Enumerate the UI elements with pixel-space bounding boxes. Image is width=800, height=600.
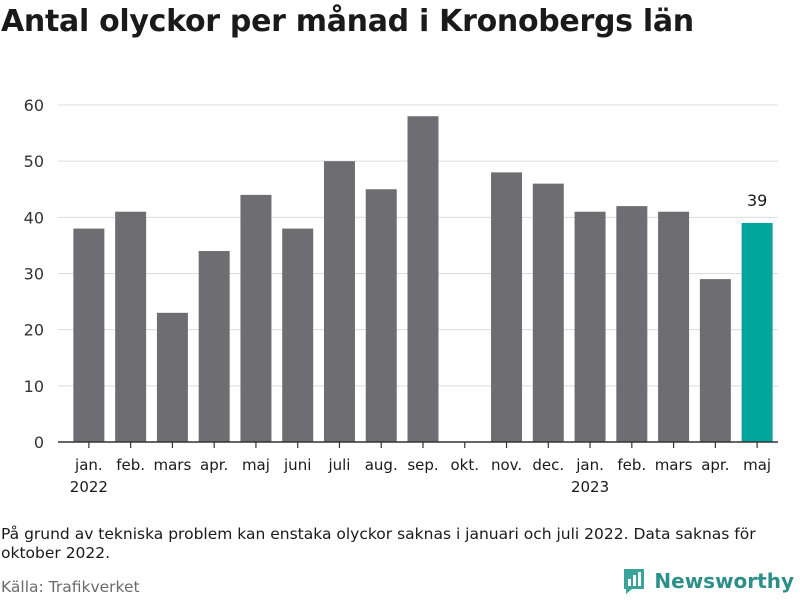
x-tick-label: feb.: [116, 456, 145, 474]
bar: [658, 211, 690, 442]
chart-logo-icon: [624, 569, 645, 594]
year-label: 2023: [571, 478, 609, 496]
y-tick-label: 0: [34, 433, 44, 452]
year-label: 2022: [70, 478, 108, 496]
y-tick-label: 20: [24, 321, 44, 340]
bar: [407, 116, 439, 442]
bar: [323, 161, 355, 442]
x-tick-label: okt.: [451, 456, 480, 474]
y-tick-label: 50: [24, 152, 44, 171]
y-tick-label: 40: [24, 208, 44, 227]
bar: [365, 189, 397, 442]
chart-title: Antal olyckor per månad i Kronobergs län: [1, 4, 694, 39]
x-tick-label: aug.: [365, 456, 398, 474]
bar: [156, 312, 188, 442]
bar: [574, 211, 606, 442]
bar: [115, 211, 147, 442]
x-tick-label: jan.: [575, 456, 604, 474]
bar: [282, 228, 314, 442]
y-axis: 0 10 20 30 40 50 60: [24, 96, 44, 452]
bars: 39: [73, 116, 773, 442]
x-axis: jan. feb. mars apr. maj juni juli aug. sep. okt. n…: [58, 441, 778, 496]
bar: [240, 194, 272, 442]
bar: [198, 251, 230, 442]
x-tick-label: sep.: [407, 456, 438, 474]
bar: [73, 228, 105, 442]
x-tick-label: nov.: [491, 456, 522, 474]
y-tick-label: 30: [24, 265, 44, 284]
footnote: På grund av tekniska problem kan enstaka…: [1, 525, 756, 562]
x-tick-label: dec.: [532, 456, 564, 474]
brand-name: Newsworthy: [654, 569, 794, 593]
brand[interactable]: Newsworthy: [622, 567, 794, 595]
highlighted-bar: [741, 222, 773, 442]
x-tick-label: mars: [154, 456, 192, 474]
bar: [616, 206, 648, 442]
x-tick-label: maj: [743, 456, 771, 474]
x-tick-label: mars: [655, 456, 693, 474]
x-tick-label: apr.: [200, 456, 228, 474]
y-tick-label: 60: [24, 96, 44, 115]
x-tick-label: maj: [242, 456, 270, 474]
bar: [532, 183, 564, 442]
x-tick-label: juli: [327, 456, 350, 474]
x-tick-label: feb.: [617, 456, 646, 474]
x-tick-label: jan.: [74, 456, 103, 474]
bar: [699, 279, 731, 442]
bar: [491, 172, 523, 442]
source-label: Källa: Trafikverket: [1, 578, 140, 596]
x-tick-label: apr.: [701, 456, 729, 474]
data-label: 39: [747, 191, 767, 210]
y-tick-label: 10: [24, 377, 44, 396]
x-tick-label: juni: [283, 456, 311, 474]
